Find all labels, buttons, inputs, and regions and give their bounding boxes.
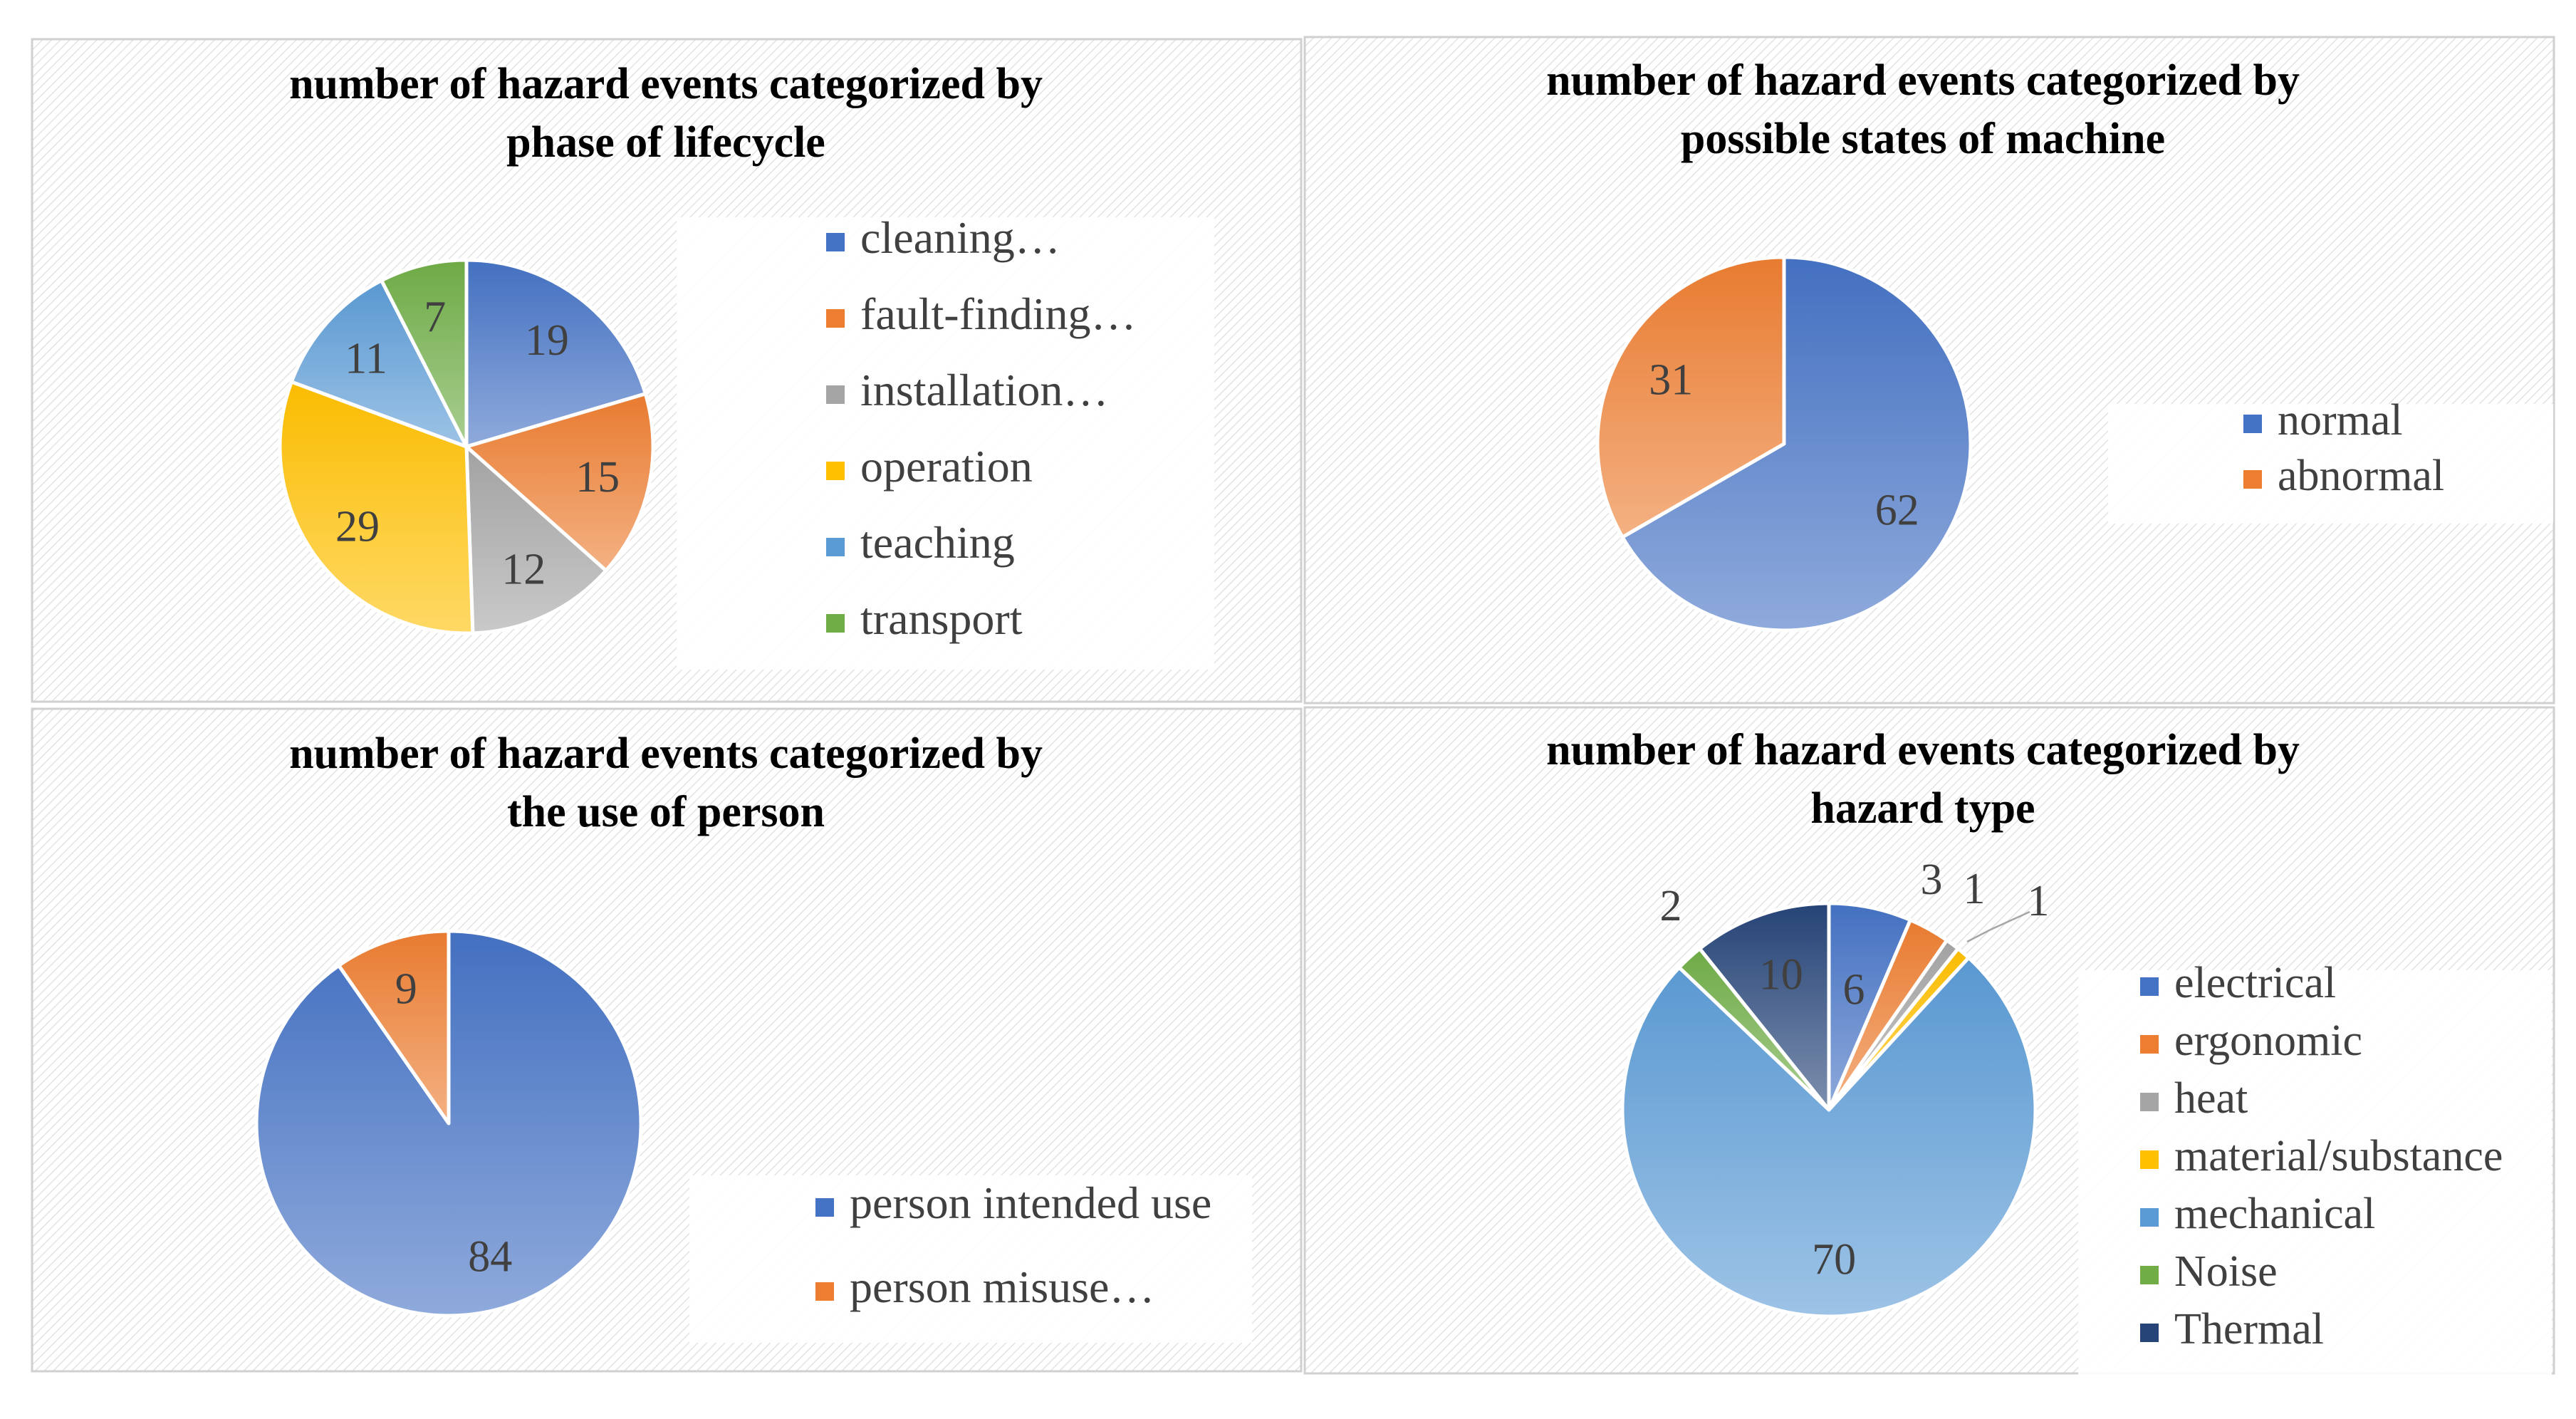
chart-title-line: number of hazard events categorized by [289, 729, 1043, 778]
legend-box [2108, 404, 2553, 524]
chart-title-line: possible states of machine [1681, 115, 2165, 163]
legend-swatch [826, 385, 845, 404]
legend-swatch [826, 614, 845, 633]
legend-label: person misuse… [850, 1262, 1154, 1312]
data-label: 84 [468, 1233, 512, 1282]
data-label: 3 [1921, 856, 1943, 904]
pie-slice-installation [464, 445, 608, 635]
legend-swatch [826, 462, 845, 480]
data-label: 7 [424, 293, 446, 342]
data-label: 11 [345, 335, 387, 383]
legend-label: transport [860, 593, 1023, 644]
pie-slice-normal [1620, 255, 1973, 633]
legend-swatch [826, 538, 845, 556]
legend-label: ergonomic [2174, 1017, 2362, 1065]
chart-title-line: number of hazard events categorized by [289, 60, 1043, 108]
legend-swatch [2243, 470, 2262, 489]
data-label: 1 [2028, 877, 2050, 925]
data-label: 70 [1812, 1236, 1856, 1284]
pie-slice-teaching [289, 279, 469, 449]
legend-swatch [2243, 415, 2262, 433]
legend-swatch [2140, 1324, 2159, 1342]
legend-swatch [826, 233, 845, 251]
legend-label: normal [2278, 396, 2403, 445]
legend-swatch [2140, 1208, 2159, 1227]
data-label: 2 [1660, 882, 1682, 930]
pie-slice-fault-finding [464, 392, 655, 573]
legend-label: fault-finding… [860, 289, 1136, 339]
data-label: 31 [1649, 355, 1693, 404]
data-label: 1 [1964, 865, 1986, 913]
legend-label: person intended use [850, 1178, 1211, 1228]
data-label: 29 [335, 502, 380, 551]
legend-swatch [815, 1282, 834, 1301]
leader-line [1966, 910, 2030, 943]
legend-label: Thermal [2174, 1305, 2324, 1353]
chart-title-line: number of hazard events categorized by [1546, 726, 2300, 774]
pie-slice-transport [380, 258, 469, 449]
chart-title-line: hazard type [1810, 784, 2035, 833]
legend-swatch [2140, 1035, 2159, 1054]
legend-swatch [2140, 1150, 2159, 1169]
legend-label: heat [2174, 1074, 2248, 1123]
legend-swatch [2140, 1266, 2159, 1284]
legend-label: cleaning… [860, 212, 1060, 263]
chart-title-line: number of hazard events categorized by [1546, 56, 2300, 105]
legend-swatch [2140, 1093, 2159, 1111]
data-label: 10 [1759, 951, 1803, 999]
pie-chart-panel-4: number of hazard events categorized by ha… [1303, 706, 2555, 1376]
chart-title-line: the use of person [507, 788, 825, 836]
pie-chart-panel-1: number of hazard events categorized by ph… [31, 38, 1303, 703]
data-label: 19 [525, 316, 569, 365]
data-label: 15 [575, 453, 620, 501]
legend-label: Noise [2174, 1247, 2278, 1296]
pie-slice-abnormal [1595, 255, 1786, 539]
legend-label: electrical [2174, 959, 2336, 1007]
legend-box [689, 1175, 1252, 1343]
legend-box [677, 217, 1214, 670]
legend-label: teaching [860, 517, 1015, 568]
pie-chart-panel-2: number of hazard events categorized by po… [1303, 36, 2555, 705]
legend-label: material/substance [2174, 1132, 2503, 1180]
chart-title-line: phase of lifecycle [506, 118, 825, 167]
pie-slice-thermal [1698, 901, 1831, 1112]
data-label: 12 [501, 546, 546, 594]
data-label: 6 [1843, 966, 1865, 1014]
pie-slice-operation [278, 380, 475, 635]
pie-slice-mechanical [1620, 955, 2038, 1319]
legend-swatch [815, 1198, 834, 1217]
pie-slice-cleaning [464, 258, 647, 449]
legend-label: operation [860, 441, 1033, 492]
data-label: 62 [1875, 487, 1919, 535]
legend-swatch [826, 309, 845, 328]
legend-label: installation… [860, 365, 1108, 415]
pie-slice-person-misuse [337, 929, 451, 1126]
data-label: 9 [395, 965, 417, 1013]
legend-swatch [2140, 977, 2159, 996]
legend-label: abnormal [2278, 452, 2444, 500]
pie-chart-panel-3: number of hazard events categorized by th… [31, 707, 1303, 1373]
legend-label: mechanical [2174, 1190, 2375, 1238]
